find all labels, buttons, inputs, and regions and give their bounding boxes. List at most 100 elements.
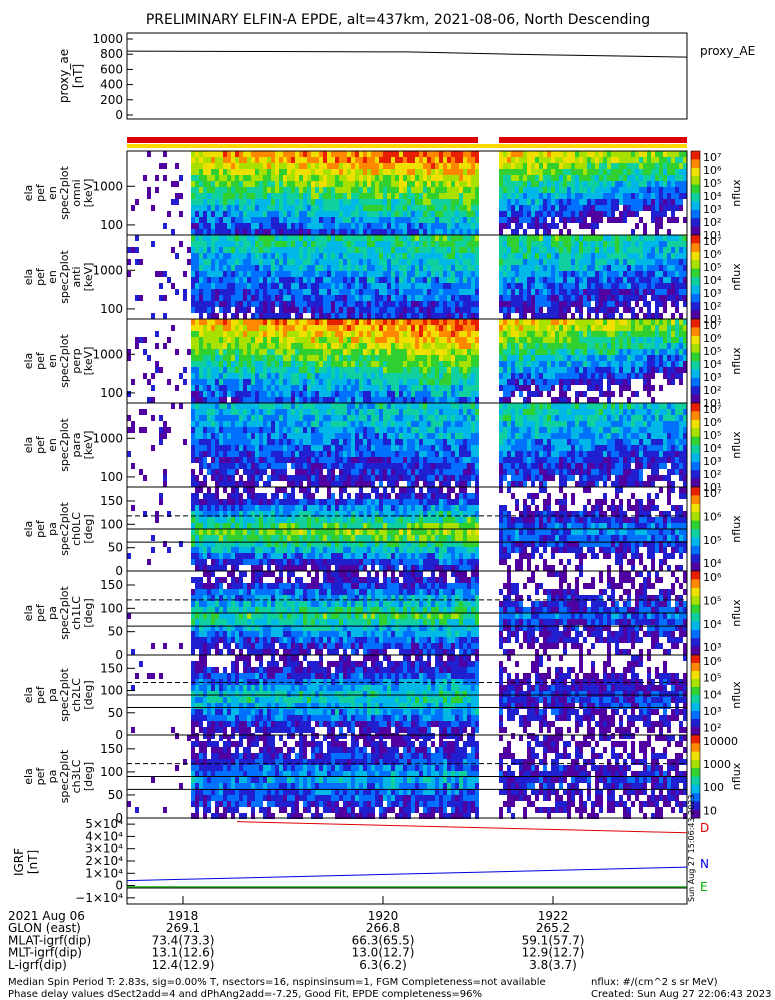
spectrogram-cell xyxy=(195,379,199,385)
spectrogram-cell xyxy=(415,199,419,205)
spectrogram-cell xyxy=(303,367,307,373)
spectrogram-cell xyxy=(551,175,555,181)
spectrogram-cell xyxy=(619,337,623,343)
spectrogram-cell xyxy=(235,193,239,199)
spectrogram-cell xyxy=(255,337,259,343)
spectrogram-cell xyxy=(659,313,663,319)
spectrogram-cell xyxy=(635,373,639,379)
spectrogram-cell xyxy=(643,385,647,391)
spectrogram-cell xyxy=(399,307,403,313)
spectrogram-cell xyxy=(367,343,371,349)
spectrogram-cell xyxy=(619,301,623,307)
spectrogram-cell xyxy=(315,349,319,355)
spectrogram-cell xyxy=(391,289,395,295)
spectrogram-cell xyxy=(387,151,391,157)
spectrogram-cell xyxy=(267,355,271,361)
spectrogram-cell xyxy=(351,241,355,247)
spectrogram-cell xyxy=(367,223,371,229)
spectrogram-cell xyxy=(527,385,531,391)
spectrogram-cell xyxy=(311,229,315,235)
spectrogram-cell xyxy=(547,325,551,331)
spectrogram-cell xyxy=(251,271,255,277)
spectrogram-cell xyxy=(259,157,263,163)
spectrogram-cell xyxy=(471,397,475,403)
colorbar-segment xyxy=(691,184,700,188)
spectrogram-cell xyxy=(247,241,251,247)
spectrogram-cell xyxy=(543,253,547,259)
spectrogram-cell xyxy=(627,325,631,331)
spectrogram-cell xyxy=(263,247,267,253)
spectrogram-cell xyxy=(447,199,451,205)
spectrogram-cell xyxy=(435,397,439,403)
spectrogram-cell xyxy=(407,271,411,277)
spectrogram-cell xyxy=(235,289,239,295)
spectrogram-cell xyxy=(627,343,631,349)
spectrogram-cell xyxy=(315,205,319,211)
spectrogram-cell xyxy=(331,391,335,397)
spectrogram-cell xyxy=(611,295,615,301)
spectrogram-cell xyxy=(231,157,235,163)
spectrogram-cell xyxy=(467,343,471,349)
colorbar-segment xyxy=(691,230,700,234)
spectrogram-cell xyxy=(351,385,355,391)
spectrogram-cell xyxy=(279,253,283,259)
spectrogram-cell xyxy=(571,163,575,169)
spectrogram-cell xyxy=(163,175,167,181)
spectrogram-cell xyxy=(199,253,203,259)
spectrogram-cell xyxy=(311,295,315,301)
spectrogram-cell xyxy=(567,247,571,253)
spectrogram-cell xyxy=(587,241,591,247)
spectrogram-cell xyxy=(263,163,267,169)
spectrogram-cell xyxy=(279,235,283,241)
spectrogram-cell xyxy=(571,379,575,385)
spectrogram-cell xyxy=(619,283,623,289)
spectrogram-cell xyxy=(399,385,403,391)
spectrogram-cell xyxy=(515,151,519,157)
spectrogram-cell xyxy=(655,253,659,259)
spectrogram-cell xyxy=(443,289,447,295)
spectrogram-cell xyxy=(383,343,387,349)
spectrogram-cell xyxy=(291,247,295,253)
proxy-ae-legend: proxy_AE xyxy=(700,44,755,58)
spectrogram-cell xyxy=(299,391,303,397)
spectrogram-cell xyxy=(551,337,555,343)
spectrogram-cell xyxy=(603,163,607,169)
spectrogram-cell xyxy=(255,181,259,187)
spectrogram-cell xyxy=(419,163,423,169)
spectrogram-cell xyxy=(407,373,411,379)
spectrogram-cell xyxy=(503,157,507,163)
spectrogram-cell xyxy=(615,157,619,163)
spectrogram-cell xyxy=(415,277,419,283)
spectrogram-cell xyxy=(347,181,351,187)
spectrogram-cell xyxy=(255,355,259,361)
colorbar-segment xyxy=(691,308,700,312)
spectrogram-cell xyxy=(599,259,603,265)
spectrogram-cell xyxy=(303,223,307,229)
spectrogram-cell xyxy=(335,265,339,271)
spectrogram-cell xyxy=(291,211,295,217)
spectrogram-cell xyxy=(575,331,579,337)
spectrogram-cell xyxy=(515,187,519,193)
spectrogram-cell xyxy=(683,271,687,277)
spectrogram-cell xyxy=(255,163,259,169)
spectrogram-cell xyxy=(659,253,663,259)
spectrogram-cell xyxy=(463,349,467,355)
spectrogram-cell xyxy=(239,355,243,361)
spectrogram-cell xyxy=(651,169,655,175)
spectrogram-cell xyxy=(575,235,579,241)
spectrogram-cell xyxy=(643,235,647,241)
spectrogram-cell xyxy=(283,175,287,181)
spectrogram-cell xyxy=(347,223,351,229)
spectrogram-cell xyxy=(287,349,291,355)
spectrogram-cell xyxy=(431,247,435,253)
spectrogram-cell xyxy=(503,181,507,187)
spectrogram-cell xyxy=(447,355,451,361)
spectrogram-cell xyxy=(379,265,383,271)
spectrogram-cell xyxy=(299,313,303,319)
spectrogram-cell xyxy=(467,295,471,301)
spectrogram-cell xyxy=(463,187,467,193)
spectrogram-cell xyxy=(559,181,563,187)
spectrogram-cell xyxy=(459,349,463,355)
spectrogram-cell xyxy=(363,301,367,307)
spectrogram-cell xyxy=(231,331,235,337)
